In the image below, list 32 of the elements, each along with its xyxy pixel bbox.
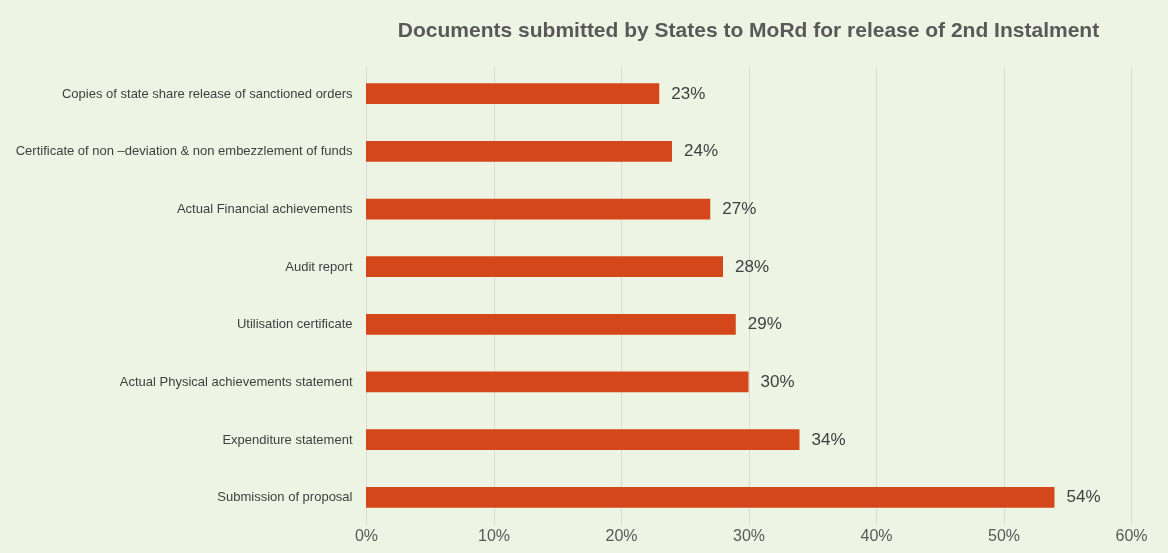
data-label: 23%	[671, 83, 706, 103]
bar	[366, 429, 800, 451]
data-label: 27%	[722, 199, 757, 219]
bar	[366, 313, 736, 335]
y-tick-label: Copies of state share release of sanctioned orders	[61, 85, 353, 101]
x-tick-label: 20%	[605, 526, 638, 544]
x-tick-label: 50%	[987, 526, 1021, 544]
bar	[366, 371, 749, 393]
data-label: 34%	[811, 429, 846, 449]
x-tick-label: 60%	[1115, 526, 1148, 544]
y-tick-label: Expenditure statement	[222, 431, 353, 447]
data-label: 30%	[760, 371, 795, 391]
y-tick-label: Utilisation certificate	[236, 316, 353, 332]
chart-title: Documents submitted by States to MoRd for release of 2nd Instalment	[397, 18, 1100, 41]
x-tick-label: 40%	[860, 526, 893, 544]
bar	[366, 140, 672, 162]
data-label: 29%	[747, 314, 782, 334]
data-label: 54%	[1066, 487, 1101, 507]
y-tick-label: Audit report	[285, 258, 353, 274]
bar	[366, 486, 1055, 508]
x-tick-label: 10%	[477, 526, 511, 544]
bar	[366, 198, 711, 220]
y-tick-label: Actual Physical achievements statement	[119, 373, 353, 389]
bar	[366, 83, 660, 105]
y-tick-label: Certificate of non –deviation & non embezzlement of funds	[15, 143, 353, 159]
data-label: 28%	[735, 256, 770, 276]
x-tick-label: 0%	[354, 526, 379, 544]
x-tick-label: 30%	[732, 526, 766, 544]
y-tick-label: Submission of proposal	[217, 489, 353, 505]
data-label: 24%	[684, 141, 719, 161]
bar	[366, 256, 723, 278]
y-tick-label: Actual Financial achievements	[176, 201, 353, 217]
